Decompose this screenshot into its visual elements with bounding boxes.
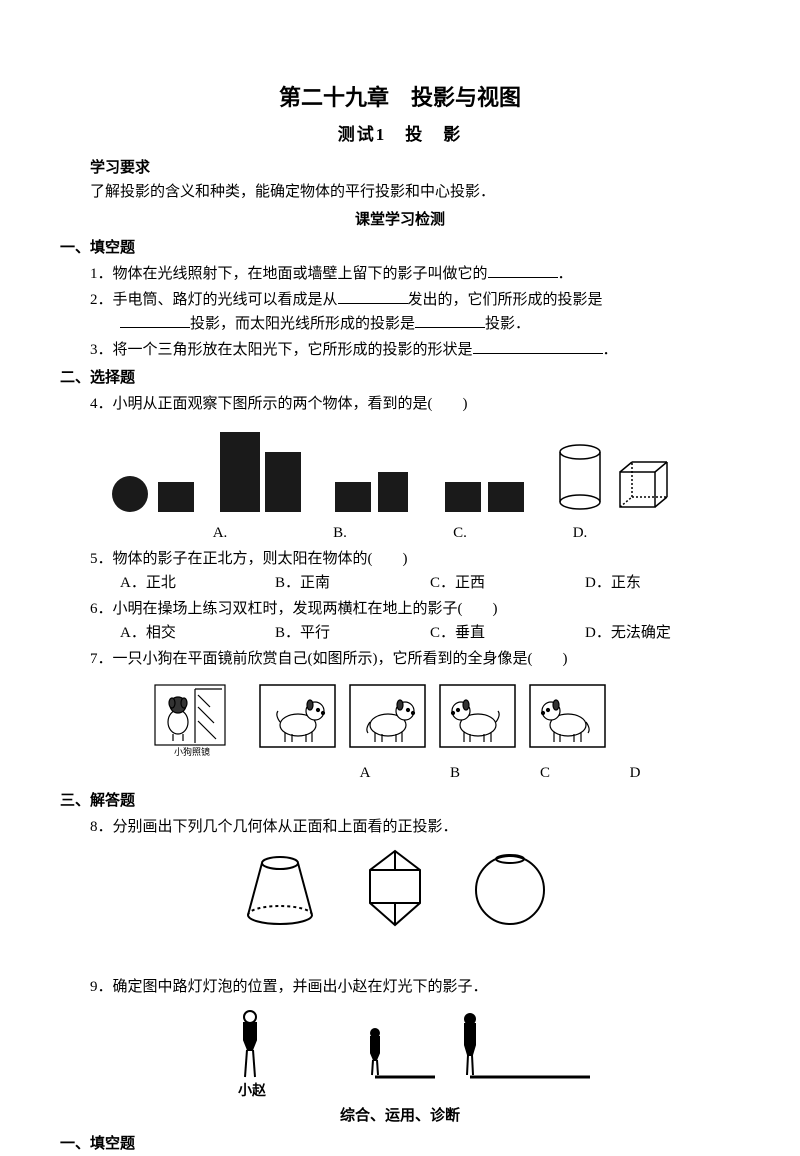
q5-options: A．正北 B．正南 C．正西 D．正东 xyxy=(60,571,740,595)
chapter-title: 第二十九章 投影与视图 xyxy=(60,80,740,115)
xiaozhao-label: 小赵 xyxy=(238,1082,267,1099)
opt-c: C xyxy=(500,761,590,785)
q2a: 2．手电筒、路灯的光线可以看成是从 xyxy=(90,292,338,308)
section-fill-2: 一、填空题 xyxy=(60,1132,740,1156)
q6c: C．垂直 xyxy=(430,621,585,645)
requirement-body: 了解投影的含义和种类，能确定物体的平行投影和中心投影． xyxy=(60,180,740,204)
q8: 8．分别画出下列几个几何体从正面和上面看的正投影． xyxy=(60,815,740,839)
blank xyxy=(488,263,558,278)
section-choice: 二、选择题 xyxy=(60,366,740,390)
q7-option-labels: A B C D xyxy=(320,761,680,785)
q3: 3．将一个三角形放在太阳光下，它所形成的投影的形状是 ． xyxy=(60,338,740,362)
q4-option-labels: A. B. C. D. xyxy=(60,521,740,545)
q5d: D．正东 xyxy=(585,571,740,595)
opt-a: A xyxy=(320,761,410,785)
opt-d: D. xyxy=(520,521,640,545)
mirror-caption: 小狗照镜 xyxy=(174,746,210,757)
section-synthesis: 综合、运用、诊断 xyxy=(60,1104,740,1128)
q6d: D．无法确定 xyxy=(585,621,740,645)
q5c: C．正西 xyxy=(430,571,585,595)
opt-d: D xyxy=(590,761,680,785)
q2b: 发出的，它们所形成的投影是 xyxy=(408,292,603,308)
section-fill: 一、填空题 xyxy=(60,236,740,260)
section-classroom: 课堂学习检测 xyxy=(60,208,740,232)
q1-text: 1．物体在光线照射下，在地面或墙壁上留下的影子叫做它的 xyxy=(90,266,488,282)
q2: 2．手电筒、路灯的光线可以看成是从 发出的，它们所形成的投影是 xyxy=(60,288,740,312)
opt-a: A. xyxy=(160,521,280,545)
blank xyxy=(473,339,603,354)
q6b: B．平行 xyxy=(275,621,430,645)
q2d: 投影． xyxy=(485,316,530,332)
q2c: 投影，而太阳光线所形成的投影是 xyxy=(190,316,415,332)
section-answer: 三、解答题 xyxy=(60,789,740,813)
opt-b: B xyxy=(410,761,500,785)
blank xyxy=(415,313,485,328)
q6a: A．相交 xyxy=(120,621,275,645)
q6-options: A．相交 B．平行 C．垂直 D．无法确定 xyxy=(60,621,740,645)
q4-figure xyxy=(60,422,740,517)
requirement-header: 学习要求 xyxy=(60,156,740,180)
blank xyxy=(120,313,190,328)
q2-line2: 投影，而太阳光线所形成的投影是 投影． xyxy=(60,312,740,336)
q7: 7．一只小狗在平面镜前欣赏自己(如图所示)，它所看到的全身像是( ) xyxy=(60,647,740,671)
q9-figure: 小赵 xyxy=(60,1005,740,1100)
q5: 5．物体的影子在正北方，则太阳在物体的( ) xyxy=(60,547,740,571)
q1-end: ． xyxy=(558,266,573,282)
q4: 4．小明从正面观察下图所示的两个物体，看到的是( ) xyxy=(60,392,740,416)
opt-c: C. xyxy=(400,521,520,545)
q9: 9．确定图中路灯灯泡的位置，并画出小赵在灯光下的影子． xyxy=(60,975,740,999)
q1: 1．物体在光线照射下，在地面或墙壁上留下的影子叫做它的 ． xyxy=(60,262,740,286)
q5b: B．正南 xyxy=(275,571,430,595)
blank xyxy=(338,289,408,304)
q3b: ． xyxy=(603,342,618,358)
q8-figure xyxy=(60,845,740,935)
q6: 6．小明在操场上练习双杠时，发现两横杠在地上的影子( ) xyxy=(60,597,740,621)
q7-figure: 小狗照镜 xyxy=(60,677,740,757)
q3a: 3．将一个三角形放在太阳光下，它所形成的投影的形状是 xyxy=(90,342,473,358)
test-title: 测试1 投 影 xyxy=(60,121,740,148)
opt-b: B. xyxy=(280,521,400,545)
q5a: A．正北 xyxy=(120,571,275,595)
